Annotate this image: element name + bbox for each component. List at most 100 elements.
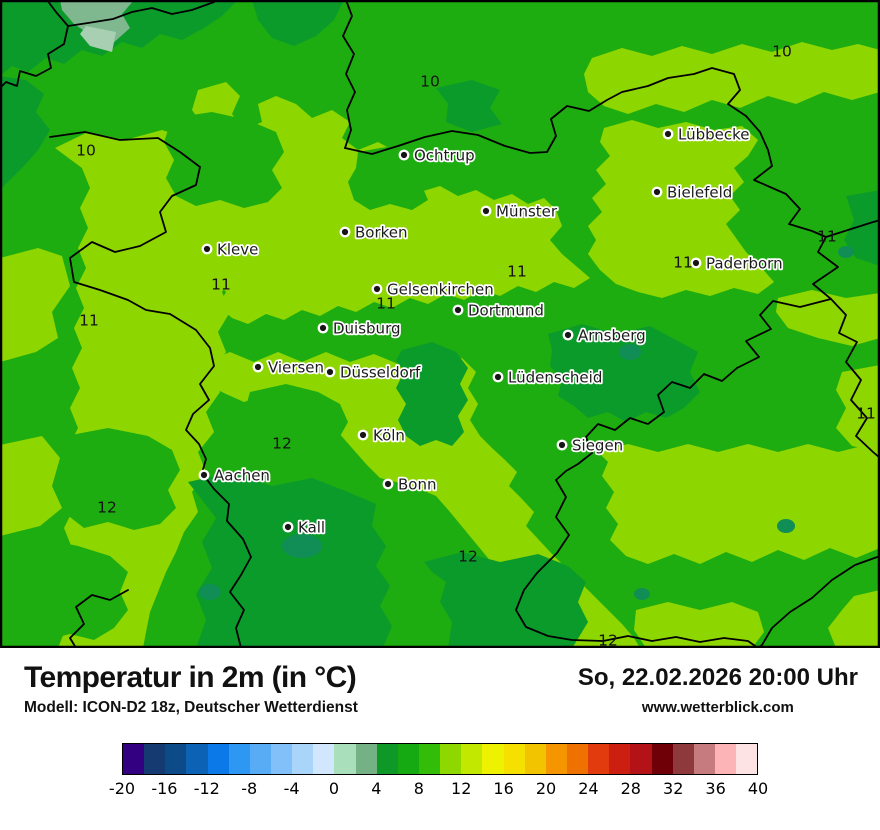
city-label: Lüdenscheid bbox=[508, 369, 602, 387]
legend-color-segment bbox=[207, 744, 229, 774]
city-marker: Kall bbox=[282, 517, 327, 538]
city-label: Viersen bbox=[268, 359, 324, 377]
city-dot-icon bbox=[482, 207, 490, 215]
city-dot-icon bbox=[564, 331, 572, 339]
forecast-datetime: So, 22.02.2026 20:00 Uhr bbox=[577, 664, 858, 691]
legend-tick-label: -4 bbox=[283, 779, 300, 798]
city-markers: Ochtrup Lübbecke Münster Bielefeld Borken Kle… bbox=[198, 124, 784, 538]
temperature-value-labels: 10 10 10 11 11 11 11 11 11 11 12 12 12 12 bbox=[76, 43, 876, 649]
temperature-value-label: 11 bbox=[376, 295, 396, 313]
city-dot-icon bbox=[200, 471, 208, 479]
temperature-map: 10 10 10 11 11 11 11 11 11 11 12 12 12 12 Ochtrup Lübb… bbox=[0, 0, 880, 648]
temperature-value-label: 11 bbox=[211, 276, 231, 294]
legend-color-segment bbox=[609, 744, 631, 774]
city-dot-icon bbox=[692, 259, 700, 267]
temperature-value-label: 11 bbox=[856, 405, 876, 423]
legend-color-segment bbox=[418, 744, 441, 774]
temperature-value-label: 11 bbox=[507, 263, 527, 281]
legend-color-segment bbox=[144, 744, 166, 774]
city-marker: Kleve bbox=[201, 239, 260, 260]
city-marker: Münster bbox=[480, 201, 560, 222]
legend-tick-label: 32 bbox=[663, 779, 684, 798]
temperature-legend: -20 -16 -12 -8 -4 0 4 8 12 16 20 24 28 32 36 40 bbox=[109, 743, 768, 801]
legend-color-segment bbox=[461, 744, 483, 774]
temperature-shading bbox=[0, 0, 880, 648]
legend-tick-label: 12 bbox=[451, 779, 472, 798]
footer-right: So, 22.02.2026 20:00 Uhr www.wetterblick… bbox=[578, 664, 858, 716]
website-label: www.wetterblick.com bbox=[641, 699, 794, 716]
city-label: Düsseldorf bbox=[340, 364, 421, 382]
legend-color-segment bbox=[313, 744, 335, 774]
legend-tick-label: -16 bbox=[151, 779, 178, 798]
legend-tick-label: -12 bbox=[193, 779, 220, 798]
city-dot-icon bbox=[400, 151, 408, 159]
city-label: Lübbecke bbox=[678, 126, 750, 144]
city-label: Ochtrup bbox=[414, 147, 475, 165]
city-dot-icon bbox=[341, 228, 349, 236]
city-marker: Bonn bbox=[382, 474, 438, 495]
city-dot-icon bbox=[653, 188, 661, 196]
legend-color-segment bbox=[503, 744, 525, 774]
city-dot-icon bbox=[319, 324, 327, 332]
legend-color-segment bbox=[292, 744, 314, 774]
legend-color-segment bbox=[630, 744, 652, 774]
legend-color-segment bbox=[588, 744, 610, 774]
legend-tick-label: 16 bbox=[493, 779, 514, 798]
city-marker: Paderborn bbox=[690, 253, 784, 274]
legend-color-segment bbox=[186, 744, 208, 774]
city-marker: Borken bbox=[339, 222, 409, 243]
legend-color-segment bbox=[249, 744, 271, 774]
city-label: Paderborn bbox=[706, 255, 783, 273]
temperature-value-label: 11 bbox=[79, 312, 99, 330]
legend-color-segment bbox=[355, 744, 377, 774]
legend-tick-label: 40 bbox=[747, 779, 769, 798]
city-marker: Köln bbox=[357, 425, 407, 446]
temperature-value-label: 10 bbox=[420, 73, 440, 91]
footer-left: Temperatur in 2m (in °C) Modell: ICON-D2… bbox=[22, 648, 358, 717]
city-dot-icon bbox=[326, 368, 334, 376]
legend-color-segment bbox=[566, 744, 589, 774]
temperature-value-label: 12 bbox=[598, 632, 618, 649]
city-label: Borken bbox=[355, 224, 408, 242]
city-dot-icon bbox=[203, 245, 211, 253]
temperature-value-label: 12 bbox=[458, 548, 478, 566]
legend-color-segment bbox=[545, 744, 567, 774]
city-label: Kleve bbox=[217, 241, 258, 259]
temperature-value-label: 10 bbox=[76, 142, 96, 160]
city-dot-icon bbox=[558, 441, 566, 449]
temperature-value-label: 12 bbox=[97, 499, 117, 517]
legend-color-segment bbox=[228, 744, 250, 774]
city-label: Bielefeld bbox=[667, 184, 732, 202]
legend-color-segment bbox=[482, 744, 504, 774]
city-marker: Dortmund bbox=[452, 300, 546, 321]
city-label: Gelsenkirchen bbox=[387, 281, 494, 299]
city-marker: Ochtrup bbox=[398, 145, 476, 166]
city-label: Duisburg bbox=[333, 320, 401, 338]
legend-tick-label: -20 bbox=[108, 779, 136, 798]
city-marker: Aachen bbox=[198, 465, 272, 486]
city-dot-icon bbox=[664, 130, 672, 138]
footer: Temperatur in 2m (in °C) Modell: ICON-D2… bbox=[0, 648, 880, 801]
temperature-value-label: 11 bbox=[673, 254, 693, 272]
city-dot-icon bbox=[284, 523, 292, 531]
city-label: Kall bbox=[298, 519, 325, 537]
city-dot-icon bbox=[494, 373, 502, 381]
city-marker: Lüdenscheid bbox=[492, 367, 604, 388]
legend-tick-label: -8 bbox=[241, 779, 258, 798]
temperature-value-label: 11 bbox=[817, 228, 837, 246]
legend-tick-label: 4 bbox=[371, 779, 382, 798]
city-label: Arnsberg bbox=[578, 327, 646, 345]
legend-color-segment bbox=[165, 744, 187, 774]
city-dot-icon bbox=[384, 480, 392, 488]
city-label: Siegen bbox=[572, 437, 623, 455]
legend-color-segment bbox=[672, 744, 694, 774]
city-marker: Arnsberg bbox=[562, 325, 647, 346]
legend-color-segment bbox=[736, 744, 758, 774]
legend-tick-label: 28 bbox=[620, 779, 641, 798]
city-label: Dortmund bbox=[468, 302, 544, 320]
temperature-map-svg: 10 10 10 11 11 11 11 11 11 11 12 12 12 12 Ochtrup Lübb… bbox=[0, 0, 880, 648]
city-marker: Viersen bbox=[252, 357, 326, 378]
city-label: Münster bbox=[496, 203, 558, 221]
city-marker: Duisburg bbox=[317, 318, 402, 339]
legend-color-segment bbox=[334, 744, 356, 774]
